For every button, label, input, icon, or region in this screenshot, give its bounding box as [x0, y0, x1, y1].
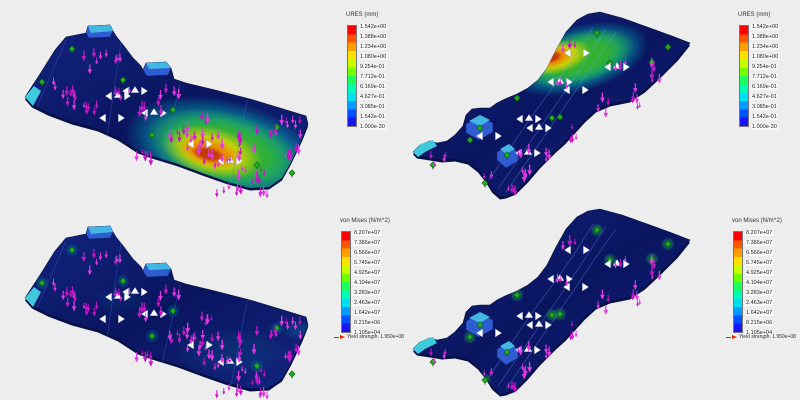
yield-strength-row: Yield strength: 1.950e+08: [726, 334, 796, 340]
legend-tick-label: 6.169e-01: [751, 83, 778, 90]
deck-scene: [412, 208, 691, 397]
legend-tick-label: 6.566e+07: [745, 249, 774, 256]
legend-tick-label: 1.105e+04: [745, 329, 774, 336]
legend-labels: 1.542e+00 1.388e+00 1.234e+00 1.080e+00 9.25…: [751, 23, 784, 130]
legend-tick-label: 4.627e-01: [359, 93, 386, 100]
legend-tick-label: 7.712e-01: [751, 73, 778, 80]
legend-tick-label: 5.745e+07: [745, 259, 774, 266]
legend-tick-label: 7.386e+07: [745, 239, 774, 246]
legend-displacement-left: URES (mm) 1.542e+00 1.388e+00 1.234e+00 1.0…: [346, 12, 392, 130]
legend-tick-label: 1.080e+00: [751, 53, 780, 60]
legend-stress-left: von Mises (N/m^2) 8.207e+07 7.386e+07 6.56…: [334, 218, 404, 340]
legend-tick-label: 1.000e-30: [359, 123, 386, 130]
legend-title: URES (mm): [346, 12, 379, 18]
legend-tick-label: 6.169e-01: [359, 83, 386, 90]
yield-line-icon: [334, 336, 339, 338]
deck-scene: [412, 11, 691, 200]
legend-displacement-right: URES (mm) 1.542e+00 1.388e+00 1.234e+00 1.0…: [738, 12, 784, 130]
load-arrow-icons: [429, 38, 662, 196]
load-arrow-icons: [429, 235, 662, 393]
raised-tabs: [25, 225, 172, 307]
yield-strength-row: Yield strength: 1.950e+08: [334, 334, 404, 340]
legend-tick-label: 3.085e-01: [751, 103, 778, 110]
seam-lines: [36, 240, 248, 387]
legend-tick-label: 1.105e+04: [353, 329, 382, 336]
yield-strength-label: Yield strength: 1.950e+08: [347, 334, 404, 340]
fixture-icons: [429, 226, 672, 385]
yield-strength-arrow-icon: [732, 335, 737, 339]
legend-tick-label: 1.234e+00: [751, 43, 780, 50]
yield-strength-arrow-icon: [340, 335, 345, 339]
legend-colorbar: [347, 25, 357, 127]
legend-tick-label: 1.234e+00: [359, 43, 388, 50]
legend-tick-label: 5.745e+07: [353, 259, 382, 266]
raised-tabs: [413, 115, 519, 169]
legend-tick-label: 3.085e-01: [359, 103, 386, 110]
deck-surface: [412, 11, 691, 198]
fea-viewport-displacement-right[interactable]: [400, 0, 800, 200]
legend-title: von Mises (N/m^2): [732, 218, 782, 224]
legend-labels: 8.207e+07 7.386e+07 6.566e+07 5.745e+07 4.92…: [745, 229, 778, 336]
legend-tick-label: 4.925e+07: [745, 269, 774, 276]
legend-title: URES (mm): [738, 12, 771, 18]
legend-tick-label: 1.388e+00: [359, 33, 388, 40]
load-arrow-icons: [51, 248, 303, 400]
fea-viewport-displacement-left[interactable]: [0, 0, 400, 200]
legend-tick-label: 7.386e+07: [353, 239, 382, 246]
legend-tick-label: 1.642e+07: [745, 309, 774, 316]
deck-scene: [24, 225, 309, 400]
fea-viewport-stress-left[interactable]: [0, 200, 400, 400]
legend-tick-label: 1.542e-01: [359, 113, 386, 120]
legend-tick-label: 9.254e-01: [359, 63, 386, 70]
deck-surface: [412, 208, 691, 395]
legend-tick-label: 7.712e-01: [359, 73, 386, 80]
legend-tick-label: 2.463e+07: [745, 299, 774, 306]
legend-tick-label: 1.542e-01: [751, 113, 778, 120]
legend-tick-label: 2.463e+07: [353, 299, 382, 306]
legend-tick-label: 4.104e+07: [353, 279, 382, 286]
legend-tick-label: 3.283e+07: [745, 289, 774, 296]
legend-tick-label: 4.104e+07: [745, 279, 774, 286]
legend-tick-label: 1.080e+00: [359, 53, 388, 60]
legend-colorbar: [733, 231, 743, 333]
legend-tick-label: 4.627e-01: [751, 93, 778, 100]
fea-viewport-stress-right[interactable]: [400, 200, 800, 400]
legend-labels: 8.207e+07 7.386e+07 6.566e+07 5.745e+07 4.92…: [353, 229, 386, 336]
legend-colorbar: [739, 25, 749, 127]
legend-tick-label: 8.215e+06: [745, 319, 774, 326]
deck-scene: [24, 24, 309, 199]
reaction-arrow-icons: [99, 287, 243, 367]
legend-tick-label: 8.207e+07: [353, 229, 382, 236]
legend-tick-label: 8.207e+07: [745, 229, 774, 236]
legend-tick-label: 4.925e+07: [353, 269, 382, 276]
legend-tick-label: 1.642e+07: [353, 309, 382, 316]
legend-title: von Mises (N/m^2): [340, 218, 390, 224]
legend-tick-label: 1.542e+00: [751, 23, 780, 30]
legend-colorbar: [341, 231, 351, 333]
yield-line-icon: [726, 336, 731, 338]
raised-tabs: [25, 24, 172, 106]
legend-tick-label: 9.254e-01: [751, 63, 778, 70]
legend-labels: 1.542e+00 1.388e+00 1.234e+00 1.080e+00 9.25…: [359, 23, 392, 130]
legend-tick-label: 6.566e+07: [353, 249, 382, 256]
legend-stress-right: von Mises (N/m^2) 8.207e+07 7.386e+07 6.56…: [726, 218, 796, 340]
legend-tick-label: 1.542e+00: [359, 23, 388, 30]
legend-tick-label: 3.283e+07: [353, 289, 382, 296]
legend-tick-label: 1.388e+00: [751, 33, 780, 40]
yield-strength-label: Yield strength: 1.950e+08: [739, 334, 796, 340]
load-arrow-icons: [51, 47, 303, 199]
legend-tick-label: 1.000e-30: [751, 123, 778, 130]
fixture-icons: [429, 29, 672, 188]
legend-tick-label: 8.215e+06: [353, 319, 382, 326]
